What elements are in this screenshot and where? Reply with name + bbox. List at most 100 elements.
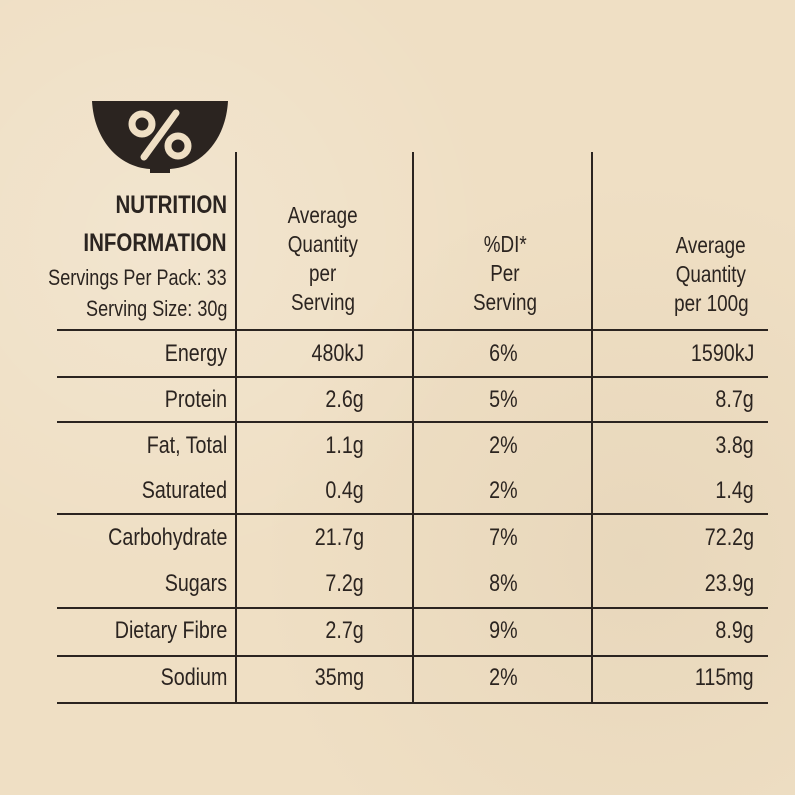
per-serving-value: 480kJ — [300, 331, 364, 377]
nutrient-row-fat-total: Fat, Total 1.1g 2% 3.8g — [0, 423, 795, 469]
per-100g-value: 23.9g — [694, 561, 754, 607]
nutrient-label-text: Protein — [164, 386, 227, 413]
per-100g-text: 8.9g — [715, 617, 754, 644]
per-100g-text: 23.9g — [704, 570, 754, 597]
header-text: Quantity — [287, 231, 359, 257]
nutrient-label-text: Saturated — [141, 477, 227, 504]
nutrient-label: Sodium — [146, 655, 227, 701]
nutrient-label: Carbohydrate — [82, 515, 227, 561]
per-serving-text: 2.6g — [325, 386, 364, 413]
per-serving-text: 21.7g — [314, 524, 364, 551]
per-100g-value: 115mg — [682, 655, 754, 701]
nutrient-label: Protein — [151, 377, 227, 423]
per-100g-text: 1590kJ — [690, 340, 754, 367]
row-divider — [57, 376, 768, 378]
di-value: 9% — [478, 608, 528, 654]
column-divider — [235, 152, 237, 704]
row-divider — [57, 329, 768, 331]
di-text: 7% — [488, 524, 518, 551]
di-text: 2% — [488, 432, 518, 459]
header-text: per 100g — [673, 290, 749, 316]
header-text: Serving — [473, 289, 537, 315]
nutrient-row-carbohydrate: Carbohydrate 21.7g 7% 72.2g — [0, 515, 795, 561]
per-serving-text: 35mg — [314, 664, 364, 691]
title-line-1: NUTRITION — [115, 191, 227, 219]
nutrient-row-sugars: Sugars 7.2g 8% 23.9g — [0, 561, 795, 607]
per-100g-text: 8.7g — [715, 386, 754, 413]
header-text: Serving — [291, 289, 355, 315]
di-value: 8% — [478, 561, 528, 607]
per-100g-text: 115mg — [695, 664, 754, 691]
servings-per-pack: Servings Per Pack: 33 — [48, 265, 227, 290]
nutrition-title: NUTRITION INFORMATION — [52, 186, 227, 262]
nutrient-row-energy: Energy 480kJ 6% 1590kJ — [0, 331, 795, 377]
row-divider — [57, 421, 768, 423]
nutrient-label: Energy — [151, 331, 227, 377]
per-100g-value: 72.2g — [694, 515, 754, 561]
per-100g-text: 1.4g — [715, 477, 754, 504]
di-text: 8% — [488, 570, 518, 597]
header-text: Quantity — [675, 261, 747, 287]
title-line-2: INFORMATION — [83, 229, 227, 257]
di-value: 7% — [478, 515, 528, 561]
di-value: 5% — [478, 377, 528, 423]
di-text: 6% — [488, 340, 518, 367]
nutrient-row-protein: Protein 2.6g 5% 8.7g — [0, 377, 795, 423]
per-100g-text: 72.2g — [704, 524, 754, 551]
per-serving-text: 0.4g — [325, 477, 364, 504]
per-100g-value: 3.8g — [707, 423, 754, 469]
di-value: 6% — [478, 331, 528, 377]
serving-size: Serving Size: 30g — [85, 296, 227, 321]
nutrient-label-text: Fat, Total — [146, 432, 227, 459]
nutrient-row-dietary-fibre: Dietary Fibre 2.7g 9% 8.9g — [0, 608, 795, 654]
di-text: 2% — [488, 477, 518, 504]
per-100g-value: 1590kJ — [677, 331, 754, 377]
row-divider — [57, 655, 768, 657]
nutrient-row-sodium: Sodium 35mg 2% 115mg — [0, 655, 795, 701]
serving-meta: Servings Per Pack: 33 Serving Size: 30g — [9, 262, 227, 324]
per-serving-value: 35mg — [304, 655, 364, 701]
per-100g-value: 1.4g — [707, 468, 754, 514]
header-text: Per — [490, 260, 520, 286]
di-value: 2% — [478, 655, 528, 701]
nutrient-label-text: Sodium — [160, 664, 227, 691]
nutrient-label-text: Carbohydrate — [107, 524, 227, 551]
di-text: 5% — [488, 386, 518, 413]
nutrient-label-text: Energy — [164, 340, 227, 367]
per-serving-value: 7.2g — [317, 561, 364, 607]
header-text: %DI* — [483, 231, 527, 257]
percent-bowl-icon — [92, 101, 228, 173]
di-value: 2% — [478, 468, 528, 514]
di-text: 2% — [488, 664, 518, 691]
di-value: 2% — [478, 423, 528, 469]
per-serving-text: 7.2g — [325, 570, 364, 597]
per-serving-text: 480kJ — [311, 340, 364, 367]
nutrient-label-text: Dietary Fibre — [114, 617, 227, 644]
column-divider — [412, 152, 414, 704]
per-100g-value: 8.9g — [707, 608, 754, 654]
header-text: Average — [288, 202, 358, 228]
per-serving-value: 2.7g — [317, 608, 364, 654]
per-serving-text: 2.7g — [325, 617, 364, 644]
per-100g-value: 8.7g — [707, 377, 754, 423]
nutrient-label: Fat, Total — [129, 423, 227, 469]
per-serving-text: 1.1g — [325, 432, 364, 459]
header-text: Average — [676, 232, 746, 258]
di-text: 9% — [488, 617, 518, 644]
row-divider — [57, 513, 768, 515]
column-divider — [591, 152, 593, 704]
header-per-serving: Average Quantity per Serving — [268, 201, 378, 317]
per-serving-value: 21.7g — [304, 515, 364, 561]
nutrient-label: Saturated — [123, 468, 227, 514]
per-serving-value: 2.6g — [317, 377, 364, 423]
nutrient-row-saturated: Saturated 0.4g 2% 1.4g — [0, 468, 795, 514]
nutrient-label: Sugars — [151, 561, 227, 607]
header-per-100g: Average Quantity per 100g — [655, 231, 767, 318]
row-divider — [57, 702, 768, 704]
per-serving-value: 1.1g — [317, 423, 364, 469]
row-divider — [57, 607, 768, 609]
header-di: %DI* Per Serving — [452, 230, 558, 317]
per-serving-value: 0.4g — [317, 468, 364, 514]
per-100g-text: 3.8g — [715, 432, 754, 459]
nutrient-label-text: Sugars — [164, 570, 227, 597]
